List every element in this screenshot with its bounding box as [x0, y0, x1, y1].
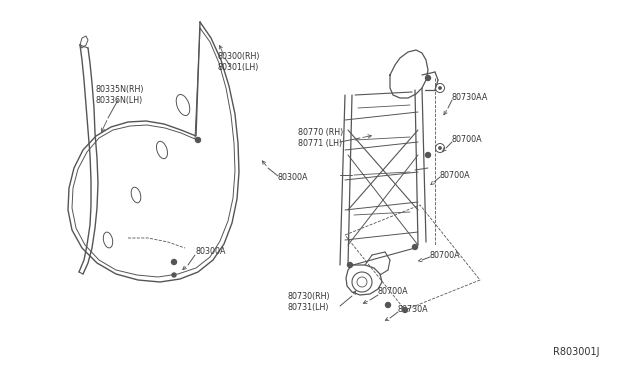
Circle shape: [403, 308, 408, 312]
Text: 80700A: 80700A: [378, 288, 408, 296]
Circle shape: [413, 244, 417, 250]
Circle shape: [172, 260, 177, 264]
Text: 80730(RH)
80731(LH): 80730(RH) 80731(LH): [288, 292, 331, 312]
Circle shape: [426, 153, 431, 157]
Text: 80300A: 80300A: [278, 173, 308, 183]
Text: 80300(RH)
80301(LH): 80300(RH) 80301(LH): [218, 52, 260, 72]
Circle shape: [439, 147, 441, 149]
Circle shape: [426, 76, 431, 80]
Text: 80700A: 80700A: [440, 170, 470, 180]
Text: 80700A: 80700A: [430, 250, 461, 260]
Text: R803001J: R803001J: [554, 347, 600, 357]
Text: 80300A: 80300A: [195, 247, 225, 257]
Text: 80730A: 80730A: [398, 305, 429, 314]
Text: 80335N(RH)
80336N(LH): 80335N(RH) 80336N(LH): [95, 85, 143, 105]
Circle shape: [172, 273, 176, 277]
Text: 80730AA: 80730AA: [452, 93, 488, 103]
Circle shape: [439, 87, 441, 89]
Circle shape: [195, 138, 200, 142]
Circle shape: [385, 302, 390, 308]
Text: 80700A: 80700A: [452, 135, 483, 144]
Circle shape: [348, 263, 353, 267]
Text: 80770 (RH)
80771 (LH): 80770 (RH) 80771 (LH): [298, 128, 343, 148]
